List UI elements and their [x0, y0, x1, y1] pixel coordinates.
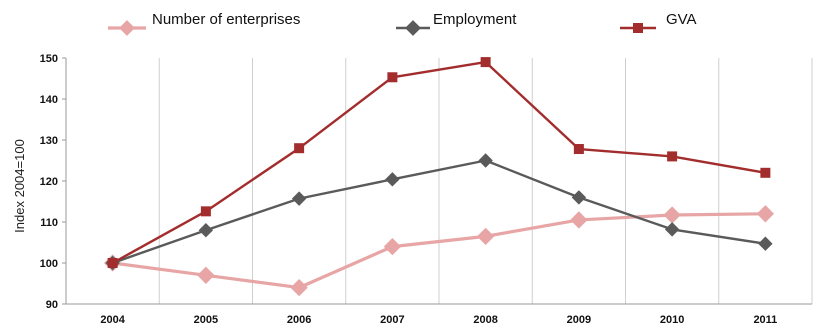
x-tick-label: 2010	[660, 314, 684, 326]
legend-item: Employment	[396, 11, 517, 36]
series-1	[103, 205, 775, 297]
data-point-marker	[197, 266, 215, 284]
legend-label: Employment	[433, 11, 517, 28]
y-tick-label: 120	[40, 176, 58, 188]
data-point-marker	[107, 258, 118, 268]
x-tick-label: 2006	[287, 314, 311, 326]
x-tick-label: 2004	[100, 314, 125, 326]
data-point-marker	[387, 72, 398, 83]
data-point-marker	[294, 143, 305, 154]
y-tick-label: 100	[40, 258, 58, 270]
x-tick-label: 2011	[753, 314, 777, 326]
data-point-marker	[570, 211, 588, 229]
data-point-marker	[573, 144, 584, 155]
x-tick-label: 2007	[380, 314, 404, 326]
data-point-marker	[383, 237, 402, 256]
legend-swatch-marker	[405, 20, 421, 36]
data-point-marker	[480, 57, 491, 68]
y-tick-label: 110	[40, 217, 58, 229]
data-point-marker	[200, 206, 211, 217]
data-point-marker	[663, 206, 681, 224]
x-tick-label: 2005	[194, 314, 218, 326]
axis-layer: 90 100 110 120 130 140 150 2004 2005 2006 2007 2008…	[40, 53, 812, 326]
legend-item: Number of enterprises	[108, 11, 300, 36]
data-point-marker	[198, 223, 214, 238]
series-line	[112, 60, 766, 265]
y-tick-label: 140	[40, 94, 58, 106]
y-axis-title: Index 2004=100	[12, 139, 27, 233]
legend: Number of enterprises Employment GVA	[108, 11, 697, 36]
data-point-marker	[664, 222, 680, 237]
y-tick-label: 130	[40, 135, 58, 147]
data-point-marker	[760, 167, 771, 178]
data-point-marker	[478, 153, 493, 168]
legend-swatch-marker	[633, 23, 643, 33]
legend-label: Number of enterprises	[152, 11, 300, 28]
series-line	[112, 159, 766, 265]
data-point-marker	[758, 236, 773, 251]
data-point-marker	[291, 191, 307, 206]
y-tick-label: 150	[40, 53, 58, 65]
x-tick-label: 2009	[567, 314, 591, 326]
x-tick-label: 2008	[473, 314, 497, 326]
data-point-marker	[667, 151, 678, 162]
legend-swatch-marker	[119, 20, 135, 36]
grid-layer	[65, 58, 813, 304]
legend-label: GVA	[666, 11, 697, 28]
data-point-marker	[571, 190, 587, 205]
data-point-marker	[385, 172, 400, 187]
series-3	[107, 57, 771, 268]
data-point-marker	[756, 205, 775, 223]
data-point-marker	[476, 227, 495, 245]
series-layer	[103, 57, 775, 297]
data-point-marker	[290, 278, 308, 297]
legend-item: GVA	[620, 11, 697, 33]
series-line	[112, 212, 766, 290]
y-tick-label: 90	[46, 299, 58, 311]
